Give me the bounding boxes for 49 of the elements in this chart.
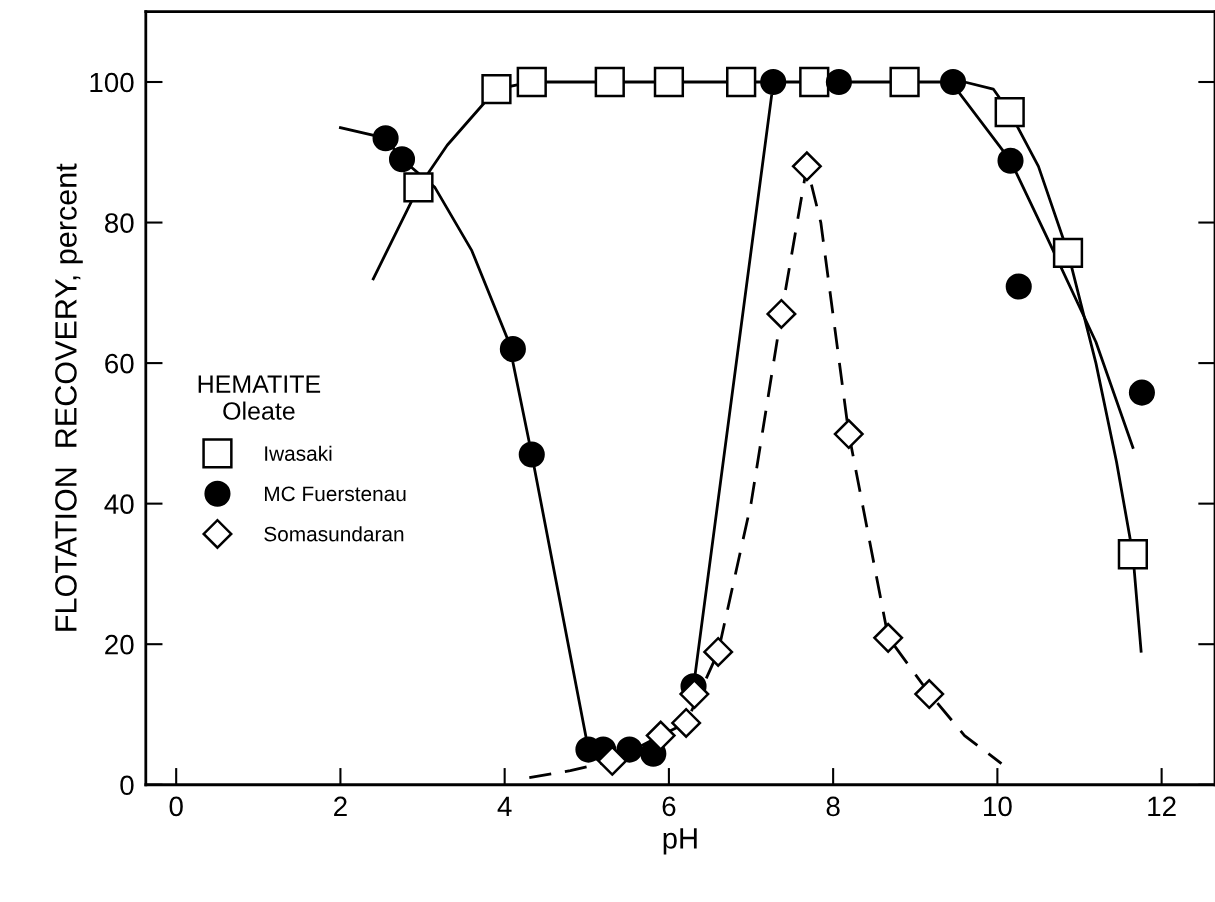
point	[1052, 237, 1084, 268]
point	[499, 335, 526, 363]
point	[703, 636, 734, 667]
point	[671, 707, 702, 738]
point	[1005, 273, 1032, 300]
point	[1128, 379, 1155, 406]
point	[518, 441, 545, 468]
y-tick-label: 60	[105, 353, 134, 374]
point	[939, 68, 967, 96]
point	[679, 679, 710, 710]
x-tick-label: 12	[1148, 796, 1176, 816]
point	[726, 66, 757, 98]
point	[914, 679, 945, 710]
y-tick-label: 40	[104, 494, 134, 514]
point	[653, 66, 685, 98]
point	[760, 68, 787, 96]
x-tick-label: 8	[826, 796, 840, 817]
x-tick-label: 0	[169, 796, 183, 817]
y-tick-label: 0	[120, 775, 134, 796]
legend-label: Iwasaki	[265, 445, 332, 461]
y-axis-title: FLOTATION RECOVERY, percent	[55, 163, 83, 631]
point	[388, 146, 416, 173]
point	[372, 125, 399, 152]
point	[997, 147, 1024, 174]
point	[766, 298, 797, 329]
point	[403, 172, 434, 203]
x-axis-title: pH	[663, 828, 697, 855]
point	[481, 73, 512, 105]
x-tick-label: 4	[497, 796, 512, 816]
point	[1117, 539, 1149, 570]
y-tick-label: 80	[105, 213, 134, 233]
y-tick-label: 100	[90, 72, 134, 93]
point	[889, 66, 920, 98]
y-tick-label: 20	[105, 634, 134, 655]
x-tick-label: 2	[334, 796, 347, 816]
x-tick-label: 10	[984, 796, 1012, 817]
point	[594, 66, 625, 98]
point	[994, 97, 1025, 128]
legend-label: MC Fuerstenau	[265, 486, 406, 502]
point	[616, 736, 643, 763]
legend-title: HEMATITE Oleate	[198, 375, 321, 420]
point	[791, 151, 822, 182]
x-tick-label: 6	[662, 796, 676, 817]
point	[873, 622, 904, 653]
point	[833, 419, 864, 450]
point	[516, 66, 547, 98]
legend-label: Somasundaran	[264, 526, 404, 542]
point	[825, 68, 852, 96]
point	[799, 66, 830, 98]
